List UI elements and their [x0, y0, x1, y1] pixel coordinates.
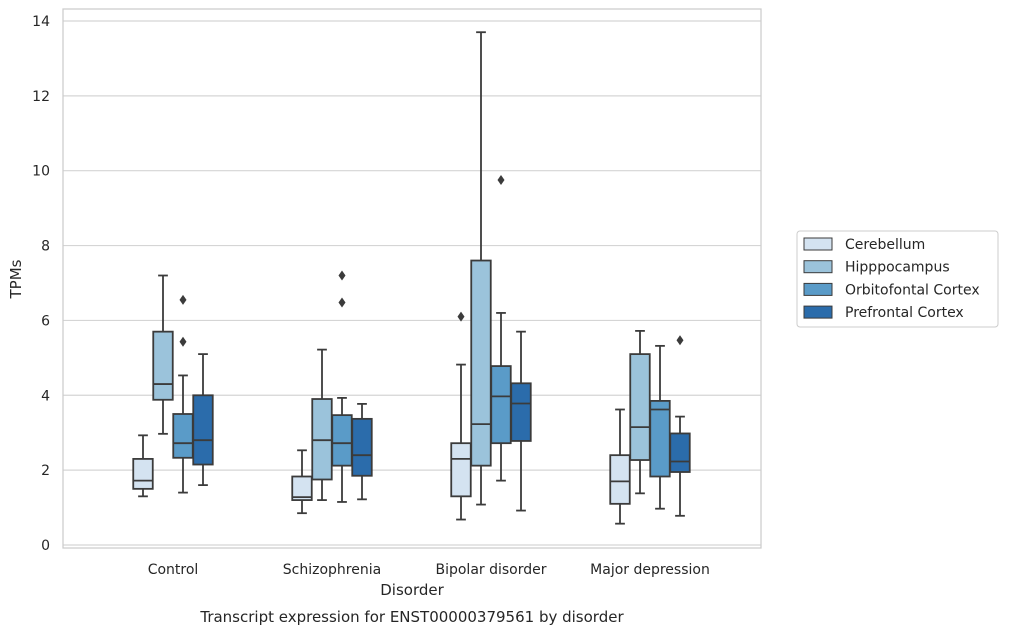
box-iqr: [470, 259, 492, 467]
box-iqr: [629, 353, 651, 461]
box-iqr: [152, 330, 174, 401]
box-iqr: [450, 442, 472, 498]
outlier-point: [457, 311, 465, 322]
box-iqr: [132, 458, 154, 490]
box-cerebellum: [609, 408, 631, 525]
outlier-point: [179, 294, 187, 305]
box-prefrontal-cortex: [510, 330, 532, 512]
outlier-point: [338, 297, 346, 308]
x-tick-label: Bipolar disorder: [435, 562, 546, 578]
y-tick-label: 6: [41, 313, 50, 329]
box-iqr: [669, 432, 691, 473]
chart-caption: Transcript expression for ENST0000037956…: [199, 608, 624, 626]
x-axis-label: Disorder: [380, 581, 444, 599]
box-iqr: [311, 398, 333, 481]
box-iqr: [331, 414, 353, 467]
box-cerebellum: [450, 311, 472, 521]
box-orbitofontal-cortex: [172, 294, 194, 494]
legend-label: Prefrontal Cortex: [845, 305, 964, 321]
y-tick-label: 4: [41, 388, 50, 404]
box-iqr: [192, 394, 214, 466]
outlier-point: [497, 175, 505, 186]
box-orbitofontal-cortex: [490, 175, 512, 482]
y-tick-label: 10: [32, 164, 50, 180]
box-cerebellum: [132, 434, 154, 498]
x-tick-label: Major depression: [590, 562, 710, 578]
legend-swatch: [803, 282, 833, 296]
box-prefrontal-cortex: [351, 402, 373, 501]
box-iqr: [510, 382, 532, 442]
y-tick-label: 12: [32, 89, 50, 105]
box-iqr: [172, 413, 194, 459]
box-iqr: [609, 454, 631, 505]
box-orbitofontal-cortex: [649, 344, 671, 510]
legend-frame: [796, 230, 999, 328]
y-tick-label: 0: [41, 538, 50, 554]
box-hipppocampus: [629, 330, 651, 495]
box-iqr: [351, 417, 373, 477]
y-axis-label: TPMs: [7, 259, 25, 299]
box-hipppocampus: [470, 31, 492, 506]
outlier-point: [676, 335, 684, 346]
outlier-point: [179, 336, 187, 347]
x-tick-labels: Control Schizophrenia Bipolar disorder Majo…: [148, 562, 710, 578]
y-tick-label: 14: [32, 14, 50, 30]
box-iqr: [490, 365, 512, 445]
box-hipppocampus: [152, 274, 174, 435]
gridlines: [63, 20, 761, 546]
legend: Cerebellum Hipppocampus Orbitofontal Corte…: [796, 230, 999, 328]
box-prefrontal-cortex: [192, 353, 214, 487]
y-tick-labels: 0 2 4 6 8 10 12 14: [32, 14, 50, 554]
box-orbitofontal-cortex: [331, 270, 353, 503]
legend-swatch: [803, 260, 833, 274]
legend-swatch: [803, 237, 833, 251]
box-iqr: [291, 475, 313, 501]
legend-label: Orbitofontal Cortex: [845, 282, 980, 298]
x-tick-label: Control: [148, 562, 199, 578]
y-tick-label: 2: [41, 463, 50, 479]
legend-label: Cerebellum: [845, 237, 925, 253]
legend-swatch: [803, 305, 833, 319]
boxes: [132, 31, 691, 525]
legend-label: Hipppocampus: [845, 260, 950, 276]
box-cerebellum: [291, 449, 313, 515]
outlier-point: [338, 270, 346, 281]
plot-frame: [62, 8, 762, 549]
box-iqr: [649, 399, 671, 478]
box-prefrontal-cortex: [669, 335, 691, 517]
y-tick-label: 8: [41, 239, 50, 255]
box-hipppocampus: [311, 348, 333, 501]
x-tick-label: Schizophrenia: [283, 562, 381, 578]
